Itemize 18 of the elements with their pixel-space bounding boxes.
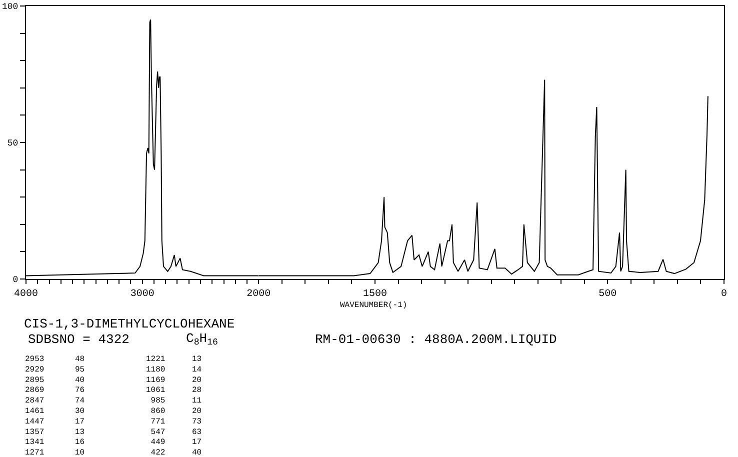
text: 48 95 40 76 74 30 17 13 16 10: [75, 355, 85, 457]
text: C$_{8}$H$_{16}$: [186, 331, 218, 348]
x-tick-label: 2000: [246, 289, 271, 300]
x-tick-label: 1500: [362, 289, 388, 300]
text: 1221 1180 1169 1061 985 860 771 547 449 422: [146, 355, 166, 457]
text: 2953 2929 2895 2869 2847 1461 1447 1357 1341 1271: [25, 355, 44, 457]
y-tick-label: 100: [2, 2, 18, 12]
x-axis-title: WAVENUMBER(-1): [340, 301, 408, 310]
x-tick-label: 4000: [14, 289, 38, 300]
text: SDBSNO = 4322: [28, 332, 130, 347]
text: CIS-1,3-DIMETHYLCYCLOHEXANE: [24, 316, 235, 332]
y-tick-label: 0: [12, 275, 18, 286]
x-tick-label: 3000: [130, 289, 154, 300]
x-tick-label: 500: [598, 289, 617, 300]
x-tick-label: 0: [720, 289, 728, 300]
y-tick-label: 50: [7, 138, 18, 149]
text: RM-01-00630 : 4880A.200M.LIQUID: [315, 332, 558, 347]
text: 13 14 20 28 11 20 73 63 17 40: [192, 355, 202, 457]
